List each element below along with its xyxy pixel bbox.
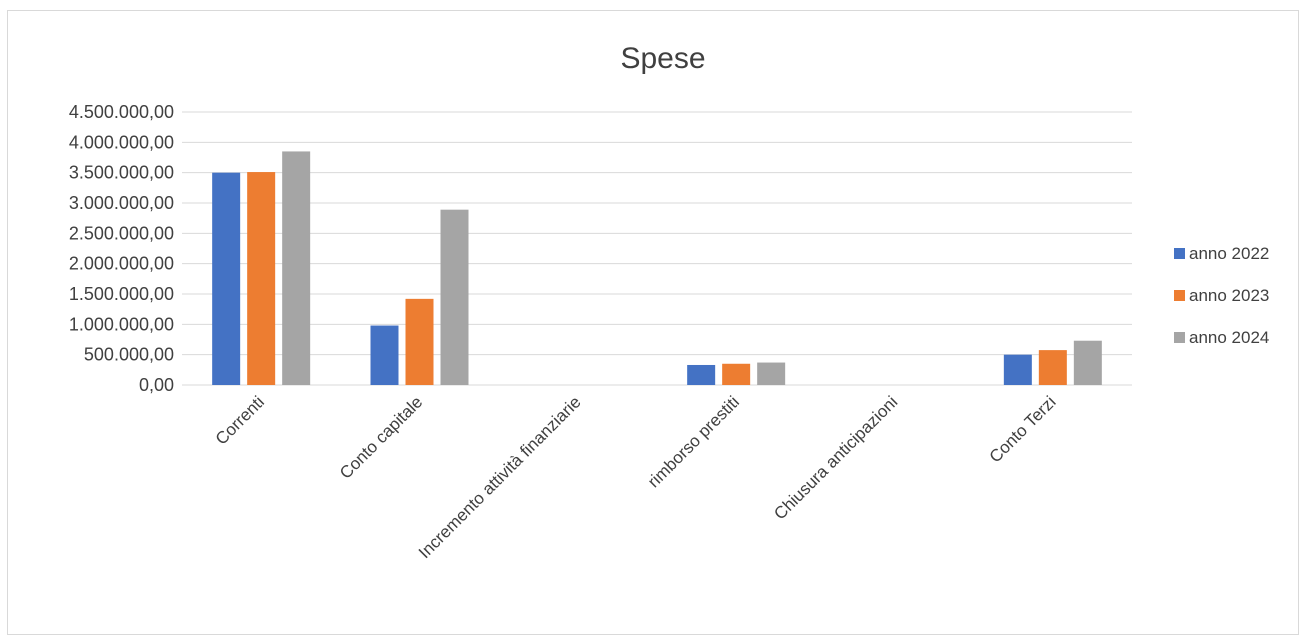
chart-title: Spese — [620, 42, 705, 75]
bar — [282, 151, 311, 385]
chart-frame: Spese 0,00 500.000,00 1.000.000,00 1.500.00… — [7, 10, 1299, 635]
bar — [722, 363, 751, 385]
y-tick-label: 4.500.000,00 — [69, 102, 174, 122]
y-tick-label: 0,00 — [139, 375, 174, 395]
legend-swatch — [1174, 332, 1185, 343]
legend-swatch — [1174, 248, 1185, 259]
legend-swatch — [1174, 290, 1185, 301]
chart-svg: Spese 0,00 500.000,00 1.000.000,00 1.500.00… — [69, 42, 1269, 562]
bar — [687, 364, 716, 385]
legend-label: anno 2024 — [1189, 328, 1269, 347]
grid-layer — [182, 111, 1132, 386]
y-tick-label: 1.500.000,00 — [69, 284, 174, 304]
x-tick-label: Conto Terzi — [986, 392, 1060, 466]
y-tick-label: 3.500.000,00 — [69, 163, 174, 183]
y-tick-label: 2.000.000,00 — [69, 254, 174, 274]
legend-item: anno 2022 — [1174, 244, 1269, 263]
x-tick-label: Conto capitale — [336, 392, 426, 482]
y-tick-label: 4.000.000,00 — [69, 132, 174, 152]
y-tick-label: 500.000,00 — [84, 345, 174, 365]
bar — [1038, 350, 1067, 385]
bar — [757, 362, 786, 385]
bar — [247, 172, 276, 385]
x-tick-label: rimborso prestiti — [644, 392, 743, 491]
legend-item: anno 2024 — [1174, 328, 1269, 347]
legend-label: anno 2022 — [1189, 244, 1269, 263]
y-tick-label: 1.000.000,00 — [69, 314, 174, 334]
bar — [405, 298, 434, 385]
y-tick-label: 3.000.000,00 — [69, 193, 174, 213]
bar — [1073, 340, 1102, 385]
y-axis-ticks: 0,00 500.000,00 1.000.000,00 1.500.000,00 2.… — [69, 102, 174, 395]
x-tick-label: Chiusura anticipazioni — [770, 392, 901, 523]
bar — [440, 209, 469, 385]
bar — [370, 325, 399, 385]
legend-item: anno 2023 — [1174, 286, 1269, 305]
bar — [1003, 354, 1032, 385]
y-tick-label: 2.500.000,00 — [69, 223, 174, 243]
bars — [212, 151, 1102, 385]
legend-label: anno 2023 — [1189, 286, 1269, 305]
x-tick-label: Correnti — [212, 392, 268, 448]
x-tick-label: Incremento attività finanziarie — [415, 392, 585, 562]
bar — [212, 172, 241, 385]
legend: anno 2022 anno 2023 anno 2024 — [1174, 244, 1269, 347]
